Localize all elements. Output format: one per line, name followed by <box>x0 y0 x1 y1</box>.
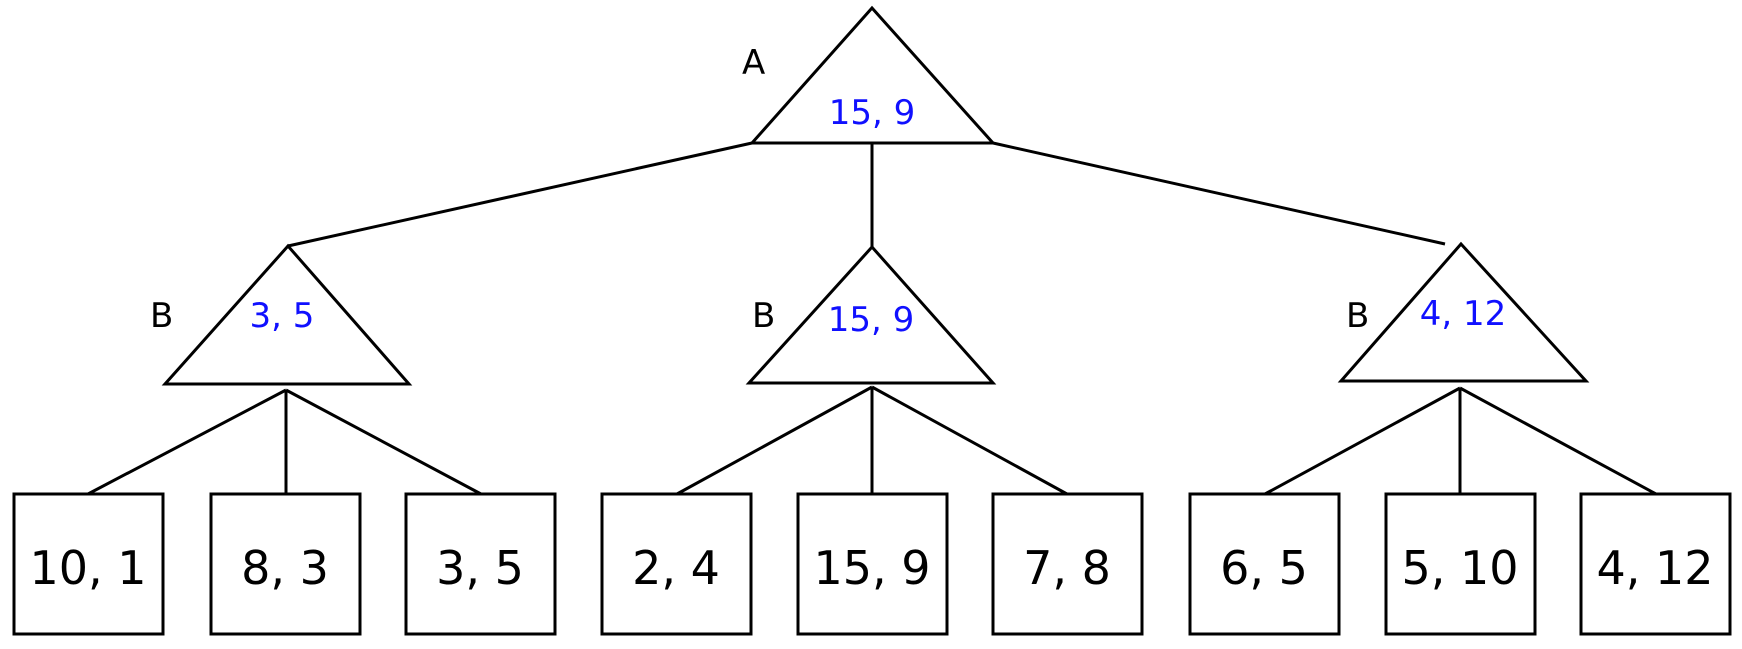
level1-player-label-1: B <box>150 296 173 336</box>
leaf-value-4: 2, 4 <box>632 541 720 595</box>
leaf-value-3: 3, 5 <box>436 541 524 595</box>
leaf-value-9: 4, 12 <box>1596 541 1713 595</box>
leaf-box-8 <box>1384 492 1537 636</box>
leaf-1: 10, 1 <box>12 492 165 636</box>
level1-value-3: 4, 12 <box>1420 294 1507 334</box>
edge-root-to-b1 <box>287 141 753 248</box>
level1-player-label-2: B <box>752 296 775 336</box>
leaf-4: 2, 4 <box>600 492 753 636</box>
root-node: A 15, 9 <box>742 5 997 145</box>
leaf-value-5: 15, 9 <box>813 541 930 595</box>
edge-b1-to-leaf3 <box>285 388 482 496</box>
level1-node-3: B 4, 12 <box>1337 241 1590 383</box>
leaf-value-7: 6, 5 <box>1220 541 1308 595</box>
level1-node-1: B 3, 5 <box>150 243 413 386</box>
leaf-box-4 <box>600 492 753 636</box>
leaf-box-9 <box>1579 492 1732 636</box>
leaf-value-8: 5, 10 <box>1401 541 1518 595</box>
leaf-box-2 <box>209 492 362 636</box>
level1-value-2: 15, 9 <box>828 300 915 340</box>
level1-triangle-1 <box>161 243 413 386</box>
leaf-5: 15, 9 <box>796 492 949 636</box>
leaf-value-2: 8, 3 <box>241 541 329 595</box>
leaf-8: 5, 10 <box>1384 492 1537 636</box>
level1-value-1: 3, 5 <box>250 296 315 336</box>
leaf-value-1: 10, 1 <box>29 541 146 595</box>
leaf-6: 7, 8 <box>991 492 1144 636</box>
edge-b3-to-leaf7 <box>1264 386 1461 496</box>
leaf-box-7 <box>1188 492 1341 636</box>
edge-b1-to-leaf1 <box>87 388 287 496</box>
leaf-box-6 <box>991 492 1144 636</box>
leaf-3: 3, 5 <box>404 492 557 636</box>
edge-b2-to-leaf6 <box>871 385 1068 496</box>
level1-node-2: B 15, 9 <box>745 244 997 385</box>
root-triangle <box>748 5 997 145</box>
leaf-box-1 <box>12 492 165 636</box>
edge-root-to-b3 <box>992 141 1446 246</box>
leaf-box-3 <box>404 492 557 636</box>
leaf-9: 4, 12 <box>1579 492 1732 636</box>
level1-player-label-3: B <box>1346 296 1369 336</box>
leaf-value-6: 7, 8 <box>1023 541 1111 595</box>
edge-b3-to-leaf9 <box>1459 386 1657 496</box>
leaf-7: 6, 5 <box>1188 492 1341 636</box>
leaf-2: 8, 3 <box>209 492 362 636</box>
root-value: 15, 9 <box>829 93 916 133</box>
edge-b2-to-leaf4 <box>676 385 873 496</box>
level1-triangle-3 <box>1337 241 1590 383</box>
level1-triangle-2 <box>745 244 997 385</box>
root-player-label: A <box>742 43 765 83</box>
leaf-box-5 <box>796 492 949 636</box>
